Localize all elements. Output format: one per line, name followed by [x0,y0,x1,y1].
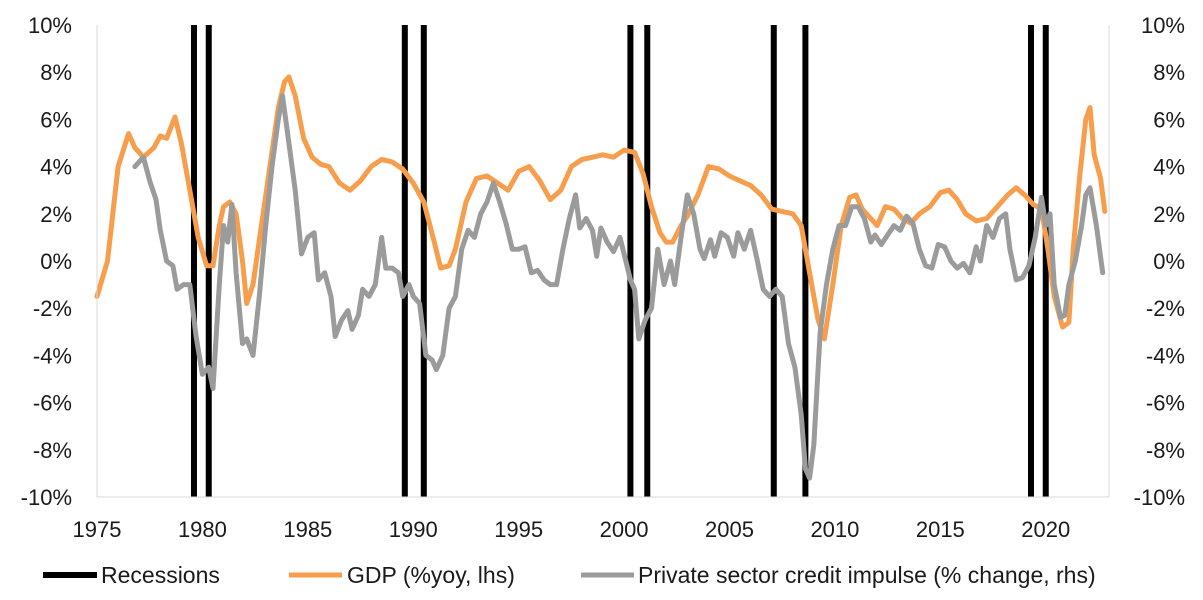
y-left-tick-label: 10% [28,13,72,38]
y-left-tick-label: -2% [33,296,72,321]
y-left-tick-label: 4% [40,155,72,180]
recession-bars [190,25,1049,497]
legend-label-gdp: GDP (%yoy, lhs) [347,562,515,588]
y-right-tick-label: -4% [1146,343,1185,368]
legend: Recessions GDP (%yoy, lhs) Private secto… [43,562,1096,588]
series-lines [94,74,1108,481]
legend-item-credit: Private sector credit impulse (% change,… [581,562,1096,588]
y-left-tick-label: 6% [40,107,72,132]
y-left-tick-label: 2% [40,202,72,227]
y-left-tick-label: -4% [33,343,72,368]
series-line-gdp [94,74,1108,342]
x-tick-label: 2010 [810,517,859,542]
y-left-tick-label: 8% [40,60,72,85]
y-right-tick-label: -6% [1146,391,1185,416]
series-line-credit-impulse [132,93,1106,481]
y-left-tick-label: -8% [33,438,72,463]
x-tick-label: 2005 [705,517,754,542]
x-tick-label: 1985 [283,517,332,542]
x-tick-label: 1975 [73,517,122,542]
x-tick-label: 2015 [916,517,965,542]
y-right-tick-label: 6% [1153,107,1185,132]
legend-label-credit: Private sector credit impulse (% change,… [638,562,1096,588]
x-tick-label: 2000 [600,517,649,542]
legend-item-gdp: GDP (%yoy, lhs) [289,562,515,588]
x-tick-label: 1980 [178,517,227,542]
tick-labels: -10% -8% -6% -4% -2% 0% 2% 4% 6% 8% 10% -10% -8% -6% -… [21,13,1185,542]
x-tick-label: 2020 [1021,517,1070,542]
y-right-tick-label: 8% [1153,60,1185,85]
y-left-tick-label: 0% [40,249,72,274]
y-right-tick-label: 0% [1153,249,1185,274]
x-tick-label: 1995 [494,517,543,542]
y-left-tick-label: -10% [21,485,72,510]
legend-item-recessions: Recessions [43,562,220,588]
y-right-tick-label: 4% [1153,155,1185,180]
x-tick-label: 1990 [389,517,438,542]
y-right-tick-label: -2% [1146,296,1185,321]
legend-label-recessions: Recessions [101,562,220,588]
y-right-tick-label: 10% [1141,13,1185,38]
y-right-tick-label: -10% [1134,485,1185,510]
y-right-tick-label: 2% [1153,202,1185,227]
y-left-tick-label: -6% [33,391,72,416]
y-right-tick-label: -8% [1146,438,1185,463]
axes [96,25,1110,498]
